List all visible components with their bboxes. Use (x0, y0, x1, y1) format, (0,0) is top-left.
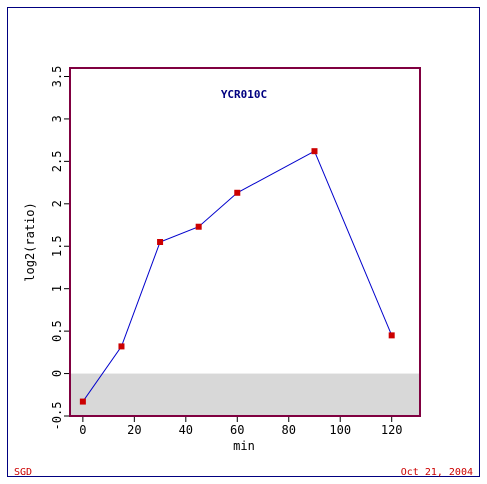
data-point (79, 398, 86, 405)
data-series (79, 148, 395, 405)
x-tick-label: 60 (230, 423, 244, 437)
y-tick-label: 0 (50, 370, 64, 377)
data-point (195, 223, 202, 230)
x-tick-label: 0 (79, 423, 86, 437)
data-point (157, 239, 164, 245)
y-tick-label: 1.5 (50, 235, 64, 257)
data-point (234, 189, 241, 196)
y-tick-label: 3.5 (50, 66, 64, 88)
data-point (311, 148, 318, 155)
y-tick-label: 0.5 (50, 320, 64, 342)
footer-source-label: SGD (14, 467, 33, 478)
x-tick-label: 120 (381, 423, 403, 437)
plot-area-border (69, 67, 421, 417)
y-tick-label: -0.5 (50, 402, 64, 431)
x-axis-label: min (233, 439, 255, 453)
y-tick-label: 2 (50, 200, 64, 207)
x-tick-label: 40 (179, 423, 193, 437)
y-tick-label: 1 (50, 285, 64, 292)
data-point (388, 332, 395, 339)
y-tick-label: 3 (50, 115, 64, 122)
y-axis: -0.5 0 0.5 1 1.5 2 2.5 3 3.5 (50, 66, 70, 431)
x-tick-label: 100 (329, 423, 351, 437)
x-tick-label: 80 (282, 423, 296, 437)
footer-date-label: Oct 21, 2004 (400, 467, 473, 478)
data-point (118, 343, 125, 350)
y-tick-label: 2.5 (50, 151, 64, 173)
x-tick-label: 20 (127, 423, 141, 437)
y-axis-label: log2(ratio) (23, 202, 37, 281)
x-axis: 0 20 40 60 80 100 120 (79, 416, 403, 437)
negative-region-band (70, 373, 420, 416)
chart-title: YCR010C (221, 88, 267, 101)
